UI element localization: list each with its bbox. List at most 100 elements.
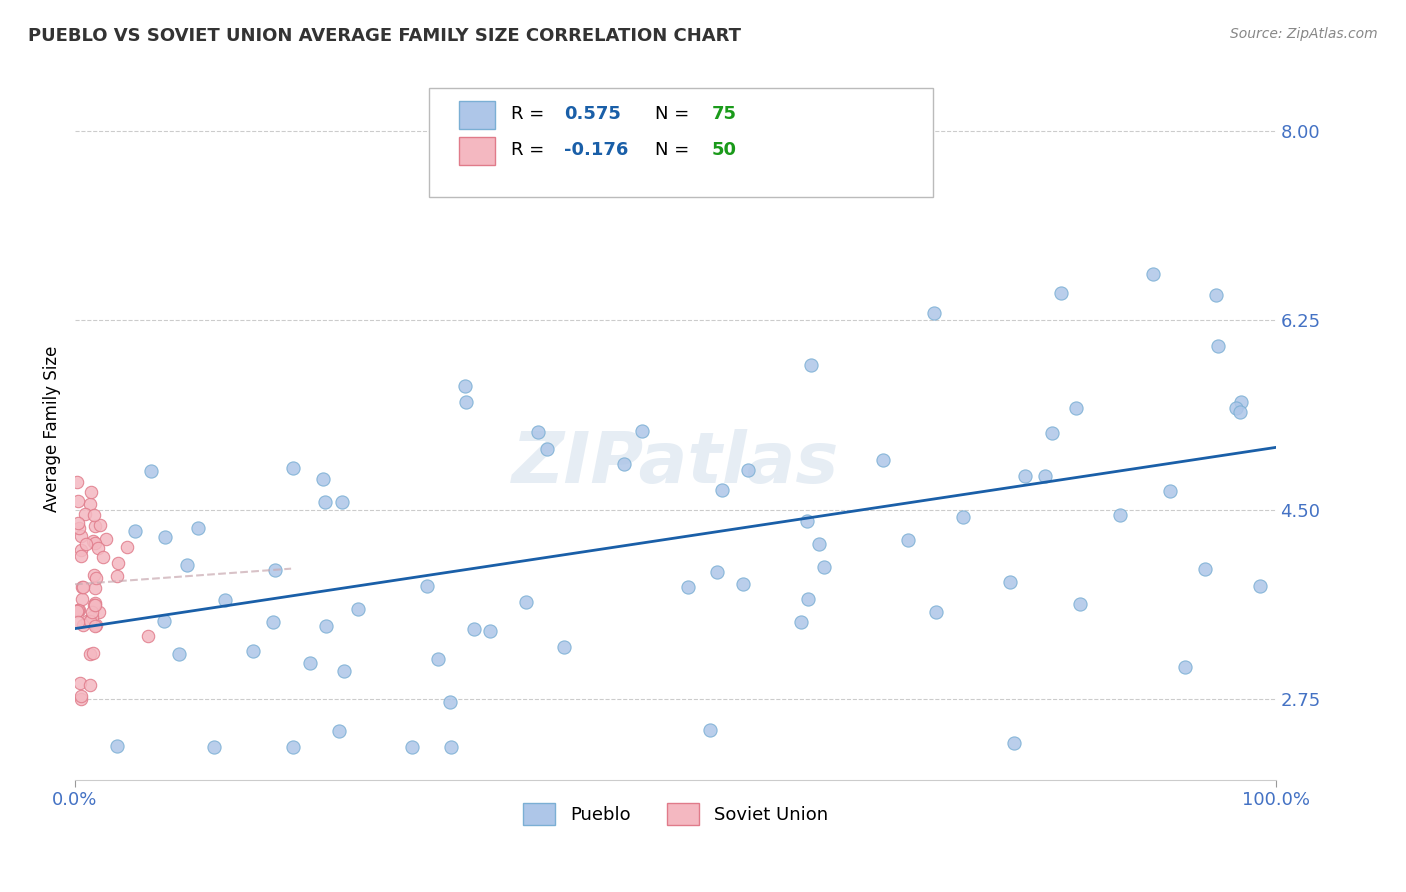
Point — [94, 533, 117, 547]
Point — [79, 678, 101, 692]
Text: 50: 50 — [711, 141, 737, 159]
Point — [79, 497, 101, 511]
Point — [87, 541, 110, 555]
Point — [91, 549, 114, 564]
Text: 75: 75 — [711, 105, 737, 123]
Point — [82, 533, 104, 548]
Point — [463, 623, 485, 637]
Point — [82, 609, 104, 624]
Point — [202, 740, 225, 755]
Point — [167, 648, 190, 662]
FancyBboxPatch shape — [460, 101, 495, 128]
Point — [1064, 401, 1087, 415]
Point — [1205, 287, 1227, 301]
Point — [83, 599, 105, 613]
Point — [84, 571, 107, 585]
Point — [613, 457, 636, 471]
Text: N =: N = — [655, 105, 695, 123]
Point — [139, 464, 162, 478]
Point — [952, 510, 974, 524]
Point — [401, 740, 423, 755]
Point — [427, 652, 450, 666]
Point — [80, 605, 103, 619]
Text: -0.176: -0.176 — [564, 141, 628, 159]
Point — [454, 379, 477, 393]
Point — [440, 740, 463, 755]
Point — [72, 618, 94, 632]
Point — [1206, 339, 1229, 353]
Point — [72, 580, 94, 594]
Point — [676, 581, 699, 595]
Point — [897, 533, 920, 548]
Point — [281, 461, 304, 475]
Point — [439, 695, 461, 709]
Point — [328, 724, 350, 739]
Point — [107, 556, 129, 570]
Point — [70, 549, 93, 563]
Point — [797, 591, 820, 606]
Point — [79, 647, 101, 661]
Point — [117, 541, 139, 555]
Point — [84, 519, 107, 533]
Point — [312, 472, 335, 486]
Text: N =: N = — [655, 141, 695, 159]
Point — [796, 514, 818, 528]
Point — [264, 563, 287, 577]
Point — [332, 494, 354, 508]
Point — [800, 358, 823, 372]
Point — [89, 605, 111, 619]
Point — [1014, 469, 1036, 483]
Point — [711, 483, 734, 497]
Point — [84, 618, 107, 632]
Point — [1142, 267, 1164, 281]
Point — [1108, 508, 1130, 523]
Point — [83, 598, 105, 612]
Point — [176, 558, 198, 572]
Point — [84, 535, 107, 549]
Legend: Pueblo, Soviet Union: Pueblo, Soviet Union — [515, 794, 837, 834]
Point — [83, 581, 105, 595]
Point — [89, 517, 111, 532]
Point — [67, 602, 90, 616]
Point — [187, 521, 209, 535]
Text: PUEBLO VS SOVIET UNION AVERAGE FAMILY SIZE CORRELATION CHART: PUEBLO VS SOVIET UNION AVERAGE FAMILY SI… — [28, 27, 741, 45]
FancyBboxPatch shape — [460, 137, 495, 165]
Point — [153, 530, 176, 544]
Point — [790, 615, 813, 629]
Point — [1002, 736, 1025, 750]
Point — [699, 723, 721, 737]
Point — [731, 577, 754, 591]
Point — [416, 579, 439, 593]
Point — [67, 494, 90, 508]
Point — [136, 629, 159, 643]
Point — [82, 646, 104, 660]
Point — [84, 597, 107, 611]
Point — [1194, 562, 1216, 576]
Point — [66, 475, 89, 490]
Point — [70, 580, 93, 594]
Point — [478, 624, 501, 639]
Point — [922, 306, 945, 320]
Point — [526, 425, 548, 439]
Point — [332, 664, 354, 678]
Point — [152, 614, 174, 628]
Point — [553, 640, 575, 655]
Point — [80, 485, 103, 500]
Point — [76, 614, 98, 628]
Point — [872, 453, 894, 467]
Point — [315, 619, 337, 633]
Point — [1229, 394, 1251, 409]
Point — [298, 656, 321, 670]
Point — [314, 495, 336, 509]
Point — [67, 521, 90, 535]
Point — [75, 536, 97, 550]
Point — [84, 618, 107, 632]
Point — [242, 644, 264, 658]
Point — [72, 592, 94, 607]
Point — [107, 739, 129, 754]
Point — [1049, 286, 1071, 301]
Point — [631, 424, 654, 438]
Text: Source: ZipAtlas.com: Source: ZipAtlas.com — [1230, 27, 1378, 41]
Point — [1159, 483, 1181, 498]
Text: 0.575: 0.575 — [564, 105, 620, 123]
